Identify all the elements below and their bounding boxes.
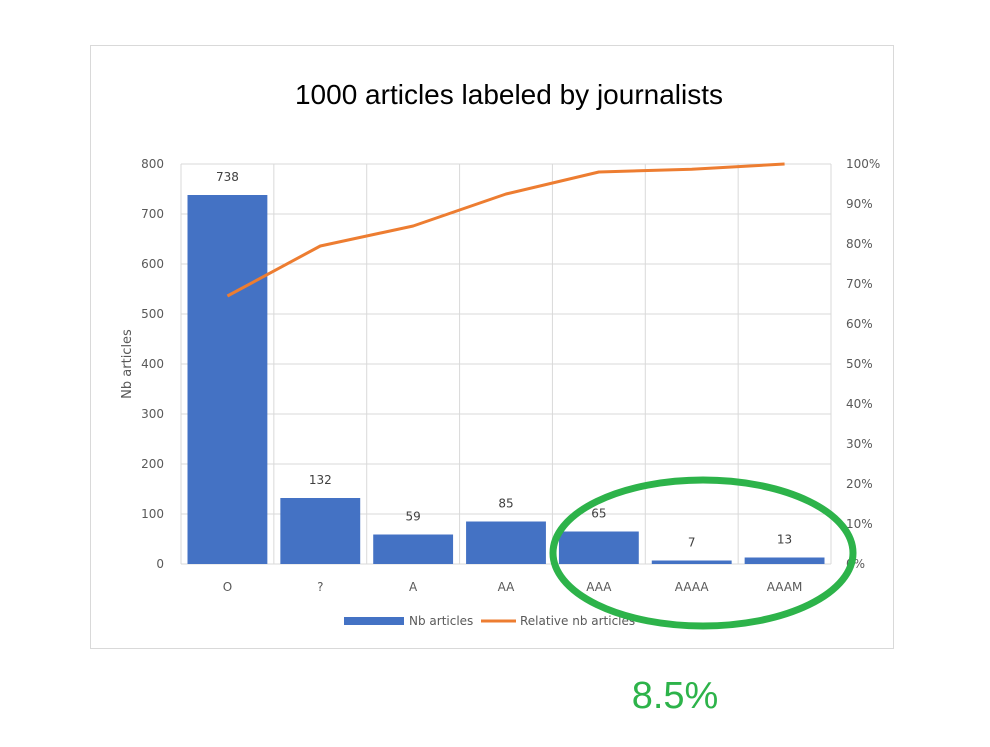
data-labels: 738 132 59 85 65 7 13: [216, 170, 792, 550]
chart-card: 1000 articles labeled by journalists 738…: [90, 45, 894, 649]
legend-label-bars: Nb articles: [409, 614, 473, 628]
x-tick-label: AAA: [586, 580, 612, 594]
y-tick-label: 600: [141, 257, 164, 271]
x-tick-label: AA: [498, 580, 516, 594]
bar: [744, 557, 825, 564]
x-axis-ticks: O? A AA AAA AAAA AAAM: [223, 580, 803, 594]
y-tick-label: 400: [141, 357, 164, 371]
y2-tick-label: 10%: [846, 517, 873, 531]
y2-tick-label: 70%: [846, 277, 873, 291]
bar-data-label: 65: [591, 507, 606, 521]
relative-line: [226, 162, 785, 298]
bar: [280, 498, 361, 564]
bar-data-label: 85: [498, 497, 513, 511]
bar: [558, 531, 639, 564]
y2-tick-label: 100%: [846, 157, 880, 171]
y-axis-ticks: 0 100 200 300 400 500 600 700 800: [141, 157, 164, 571]
x-tick-label: AAAM: [767, 580, 803, 594]
x-tick-label: A: [409, 580, 418, 594]
bar: [651, 560, 732, 564]
y2-tick-label: 60%: [846, 317, 873, 331]
bar-data-label: 59: [406, 510, 421, 524]
y2-tick-label: 0%: [846, 557, 865, 571]
bar-data-label: 7: [688, 536, 696, 550]
y-axis-title: Nb articles: [120, 329, 135, 399]
y-tick-label: 500: [141, 307, 164, 321]
y2-tick-label: 20%: [846, 477, 873, 491]
y-tick-label: 0: [156, 557, 164, 571]
y-tick-label: 300: [141, 407, 164, 421]
bar-data-label: 738: [216, 170, 239, 184]
y2-axis-ticks: 0% 10% 20% 30% 40% 50% 60% 70% 80% 90% 100%: [846, 157, 880, 571]
bar-data-label: 13: [777, 533, 792, 547]
line-series: [226, 162, 785, 298]
annotation-percentage: 8.5%: [631, 675, 719, 717]
y2-tick-label: 50%: [846, 357, 873, 371]
bar: [373, 534, 454, 564]
x-tick-label: O: [223, 580, 232, 594]
legend-swatch-bars: [344, 617, 404, 625]
legend: Nb articles Relative nb articles: [344, 614, 635, 628]
y-tick-label: 100: [141, 507, 164, 521]
bar: [466, 521, 546, 564]
bar: [187, 195, 268, 564]
x-tick-label: AAAA: [675, 580, 710, 594]
y2-tick-label: 30%: [846, 437, 873, 451]
x-tick-label: ?: [317, 580, 323, 594]
chart-title: 1000 articles labeled by journalists: [295, 79, 723, 110]
y-tick-label: 700: [141, 207, 164, 221]
bar-data-label: 132: [309, 473, 332, 487]
y-tick-label: 800: [141, 157, 164, 171]
y2-tick-label: 90%: [846, 197, 873, 211]
pareto-chart: 1000 articles labeled by journalists 738…: [120, 79, 880, 628]
y2-tick-label: 40%: [846, 397, 873, 411]
y-tick-label: 200: [141, 457, 164, 471]
legend-label-line: Relative nb articles: [520, 614, 635, 628]
y2-tick-label: 80%: [846, 237, 873, 251]
